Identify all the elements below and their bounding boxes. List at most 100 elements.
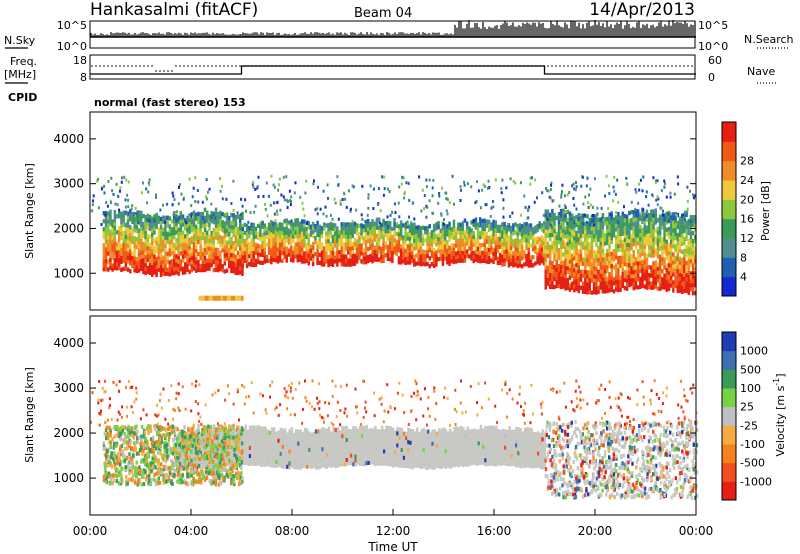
power-cell [481, 234, 484, 239]
power-cell [239, 242, 242, 247]
power-cell [505, 245, 508, 250]
power-cell [661, 257, 664, 262]
power-cell [570, 217, 573, 221]
power-cell [680, 289, 684, 294]
power-cell [645, 257, 649, 262]
velocity-cell [259, 458, 263, 463]
power-cell [133, 228, 136, 233]
power-cell [538, 241, 541, 246]
power-cell [586, 242, 589, 247]
power-cell [691, 223, 695, 228]
velocity-cell [255, 429, 258, 434]
power-cell [157, 215, 161, 220]
power-cell [564, 214, 567, 219]
power-cell [175, 270, 178, 275]
power-cell [129, 233, 132, 238]
power-cell [129, 213, 132, 218]
power-cell [570, 237, 574, 242]
power-cell [159, 260, 163, 266]
power-cell [273, 201, 275, 205]
power-cell [674, 231, 677, 237]
power-cell [421, 241, 425, 246]
power-cell [285, 246, 288, 251]
power-cell [672, 256, 675, 261]
power-cell [153, 222, 156, 227]
power-cell [133, 268, 136, 273]
power-cell [551, 272, 554, 278]
power-cell [446, 224, 449, 229]
power-cell [115, 254, 119, 259]
power-cell [503, 225, 506, 231]
power-cell [386, 220, 390, 225]
power-cell [540, 239, 544, 244]
power-cell [566, 241, 569, 247]
power-cell [377, 241, 381, 246]
power-cell [157, 247, 161, 252]
power-cell [267, 222, 271, 227]
velocity-cell [251, 461, 254, 466]
power-cell [573, 232, 576, 237]
power-cell [559, 220, 563, 226]
power-cell [639, 178, 642, 182]
power-cell [470, 236, 473, 241]
power-cell [270, 240, 273, 245]
power-cell [134, 214, 137, 218]
power-cell [507, 235, 511, 240]
power-cell [544, 209, 547, 214]
power-cell [164, 263, 167, 268]
power-cell [439, 232, 442, 237]
power-cell [647, 241, 651, 246]
power-cell [623, 245, 627, 251]
power-cell [283, 250, 286, 256]
power-cell [601, 213, 605, 218]
power-cell [190, 212, 194, 217]
power-cell [142, 213, 145, 219]
power-cell [210, 231, 213, 236]
nsearch-tick-bottom: 10^0 [698, 40, 728, 53]
power-cell [417, 245, 420, 250]
nave-point [183, 65, 185, 67]
power-cell [274, 238, 277, 243]
power-cell [263, 231, 266, 236]
power-cell [579, 233, 583, 238]
power-cell [241, 247, 244, 252]
power-cell [657, 217, 660, 221]
power-cell [520, 240, 524, 245]
velocity-cell [257, 425, 261, 430]
power-cell [214, 216, 217, 220]
velocity-cell [215, 441, 219, 446]
power-cell [634, 225, 638, 230]
velocity-cell [319, 456, 322, 461]
power-cell [373, 233, 376, 238]
power-cell [173, 235, 176, 240]
power-cell [527, 239, 530, 244]
power-cell [342, 230, 346, 235]
power-cell [601, 257, 605, 262]
power-cell [217, 212, 220, 217]
power-cell [318, 240, 321, 245]
power-cell [536, 228, 539, 233]
power-cell [446, 252, 449, 257]
nave-point [119, 65, 121, 67]
power-cell [137, 228, 141, 233]
power-cell [234, 214, 238, 220]
power-cell [204, 295, 208, 301]
power-cell [241, 259, 244, 264]
power-cell [175, 254, 178, 259]
power-cell [214, 295, 218, 301]
power-cell [148, 262, 152, 267]
power-cell [685, 276, 688, 282]
power-cell [590, 278, 594, 283]
power-cell [680, 229, 684, 234]
power-cell [689, 279, 693, 284]
power-cell [459, 254, 462, 259]
power-cell [503, 241, 506, 247]
velocity-cell [279, 439, 283, 444]
power-cell [219, 226, 222, 232]
power-cell [373, 229, 376, 234]
power-cell [166, 202, 169, 206]
power-cell [459, 246, 462, 251]
power-cell [674, 259, 677, 265]
power-cell [667, 266, 671, 272]
power-cell [595, 278, 598, 283]
